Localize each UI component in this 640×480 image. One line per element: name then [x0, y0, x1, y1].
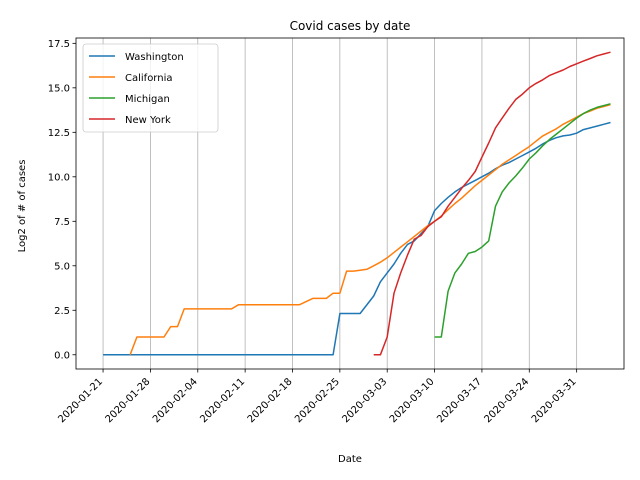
x-axis-label: Date: [338, 454, 362, 465]
y-axis-ticks: 0.0 2.5 5.0 7.5 10.0 12.5 15.0 17.5: [48, 39, 76, 361]
y-tick-label: 15.0: [48, 83, 70, 94]
plot-frame: [75, 37, 625, 370]
y-tick-label: 5.0: [54, 261, 70, 272]
legend-entry: Washington: [125, 52, 184, 63]
series-line-washington: [103, 121, 611, 356]
y-tick-label: 2.5: [54, 306, 70, 317]
y-tick-label: 10.0: [48, 172, 70, 183]
chart-title: Covid cases by date: [290, 19, 411, 33]
legend-entry: California: [125, 73, 173, 84]
legend-box: [82, 43, 219, 133]
series-lines: [103, 51, 611, 356]
series-line-michigan: [434, 103, 611, 338]
y-tick-label: 7.5: [54, 217, 70, 228]
series-line-new-york: [373, 51, 611, 356]
y-axis-label: Log2 of # of cases: [17, 160, 28, 253]
y-tick-label: 0.0: [54, 350, 70, 361]
legend-entry: Michigan: [125, 94, 170, 105]
y-tick-label: 12.5: [48, 128, 70, 139]
legend: Washington California Michigan New York: [82, 43, 219, 133]
y-tick-label: 17.5: [48, 39, 70, 50]
legend-entry: New York: [125, 115, 171, 126]
